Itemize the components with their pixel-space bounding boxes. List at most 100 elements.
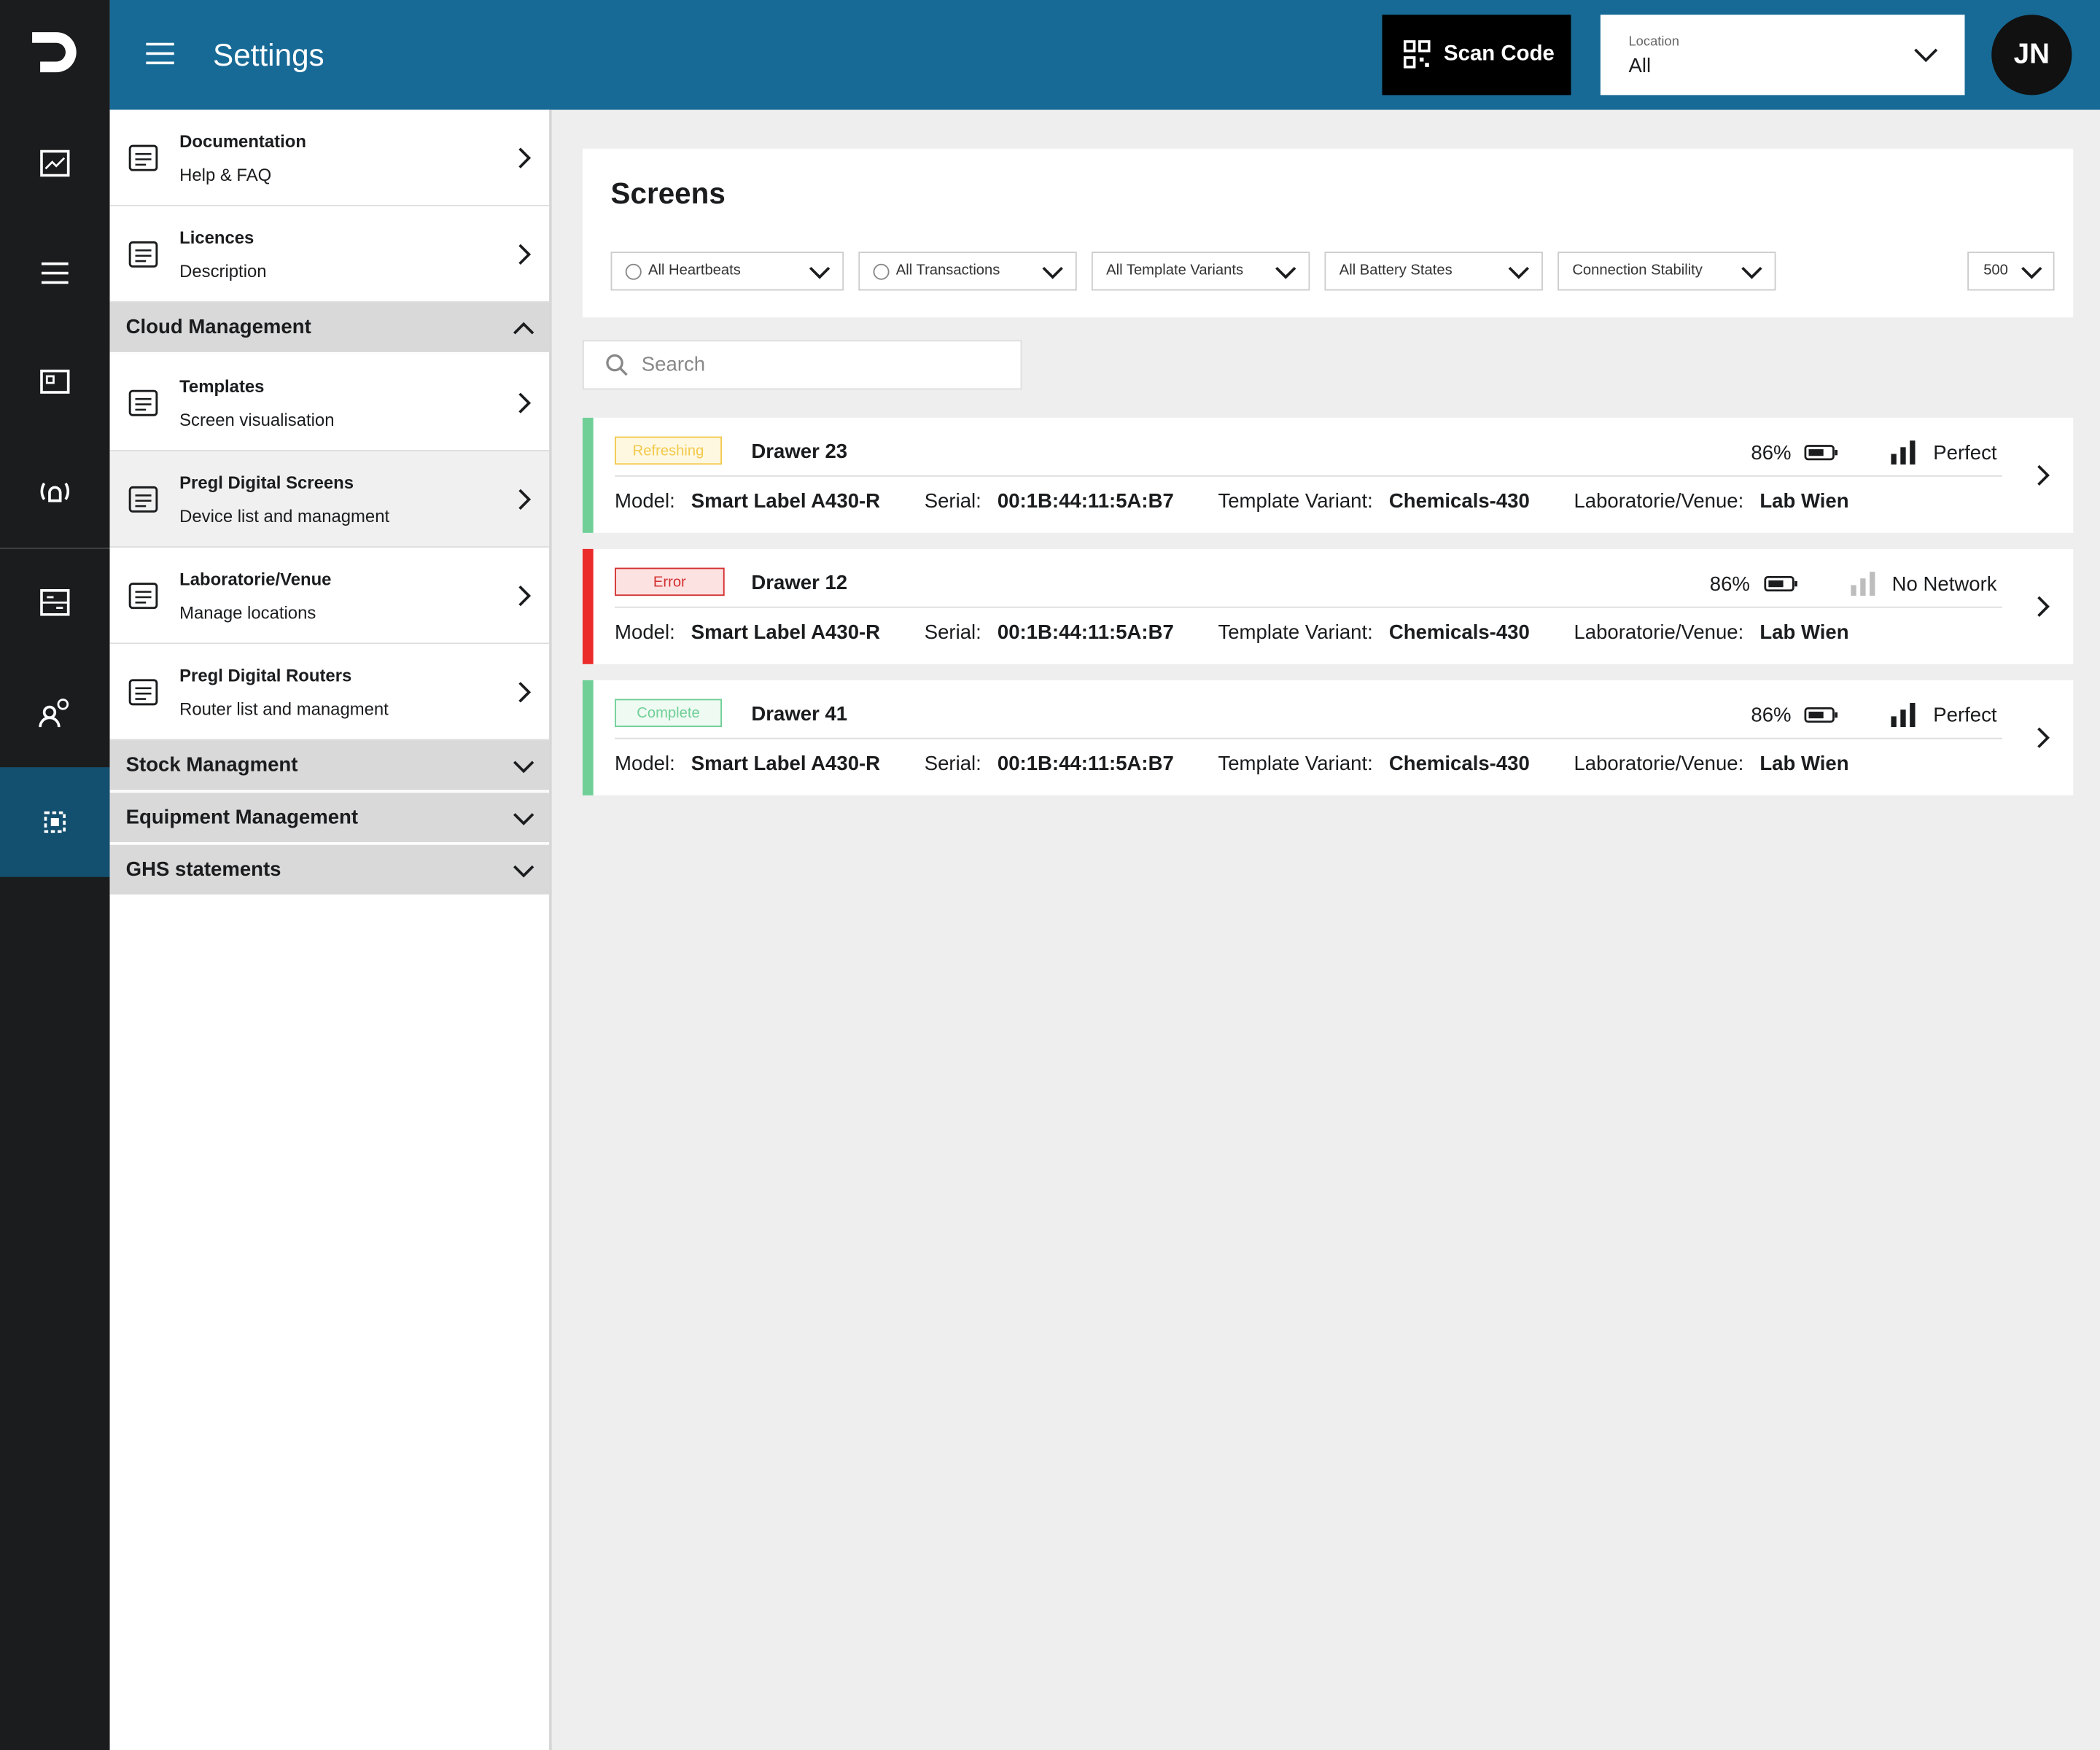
field-label: Template Variant: <box>1218 752 1373 775</box>
search-placeholder: Search <box>641 353 706 376</box>
search-box[interactable]: Search <box>582 340 1022 390</box>
network-status: No Network <box>1891 572 1997 596</box>
status-badge: Complete <box>615 699 722 728</box>
chevron-right <box>518 147 532 168</box>
signal <box>1849 572 1876 596</box>
status-text: Refreshing <box>632 443 704 459</box>
qr-icon <box>1403 40 1431 69</box>
menu-section-title: Equipment Management <box>125 806 359 829</box>
menu-item[interactable]: Licences Description <box>109 206 550 303</box>
device-details: Model: Smart Label A430-R Serial: 00:1B:44:… <box>615 748 1849 777</box>
menu-section[interactable]: GHS statements <box>109 844 550 896</box>
chevron-right <box>518 682 532 703</box>
menu-section-title: GHS statements <box>125 858 281 882</box>
chevron-right <box>2037 727 2050 748</box>
battery-percent: 86% <box>1751 703 1792 727</box>
filter-label: All Heartbeats <box>648 262 741 279</box>
battery <box>1805 706 1840 725</box>
page-size: 500 <box>1983 262 2008 279</box>
battery <box>1763 575 1798 594</box>
menu-item-title: Laboratorie/Venue <box>179 569 332 589</box>
menu-item-subtitle: Screen visualisation <box>179 409 335 430</box>
page-size-select[interactable]: 500 <box>1967 252 2055 291</box>
network-status: Perfect <box>1933 441 1997 464</box>
filter-dropdown[interactable]: All Battery States <box>1324 252 1543 291</box>
screens-card: Screens All Heartbeats All Transactions Al… <box>582 148 2074 318</box>
device-row[interactable]: Refreshing Drawer 23 86% Perfect Model: Smart… <box>582 417 2074 533</box>
signal-icon <box>1891 703 1916 728</box>
menu-icon <box>128 486 158 513</box>
radio <box>625 263 642 280</box>
menu-section[interactable]: Equipment Management <box>109 793 550 844</box>
header: Settings Scan Code Location All JN <box>109 0 2100 110</box>
nav-icon[interactable] <box>40 149 70 177</box>
chevron-up <box>513 322 534 335</box>
menu-icon <box>128 241 158 268</box>
nav-icon[interactable] <box>37 477 72 506</box>
field-label: Model: <box>615 489 675 513</box>
page-title: Screens <box>610 176 726 211</box>
field-value: Chemicals-430 <box>1388 489 1530 513</box>
chevron-down <box>1508 266 1530 279</box>
menu-item-title: Licences <box>179 228 254 248</box>
menu-item[interactable]: Documentation Help & FAQ <box>109 109 550 206</box>
chevron-down <box>1275 266 1296 279</box>
radio <box>873 263 890 280</box>
menu-item[interactable]: Pregl Digital Routers Router list and man… <box>109 644 550 741</box>
field-label: Laboratorie/Venue: <box>1574 752 1744 775</box>
menu-section-title: Stock Managment <box>125 753 298 777</box>
chevron-right <box>2037 464 2050 486</box>
filter-dropdown[interactable]: All Transactions <box>858 252 1077 291</box>
row-divider <box>615 606 2002 608</box>
signal <box>1890 703 1917 728</box>
device-details: Model: Smart Label A430-R Serial: 00:1B:44:… <box>615 486 1849 516</box>
menu-item-subtitle: Description <box>179 261 267 281</box>
filter-label: Connection Stability <box>1572 262 1703 279</box>
nav-icon[interactable] <box>40 588 70 616</box>
status-badge: Error <box>615 567 725 596</box>
device-name: Drawer 12 <box>751 572 848 595</box>
nav-active[interactable] <box>0 767 110 877</box>
device-name: Drawer 23 <box>751 440 848 464</box>
menu-item-subtitle: Router list and managment <box>179 699 389 720</box>
hamburger[interactable] <box>146 42 175 66</box>
nav-rail <box>0 0 110 1750</box>
filter-dropdown[interactable]: Connection Stability <box>1558 252 1776 291</box>
device-row[interactable]: Error Drawer 12 86% No Network Model: Smart L… <box>582 548 2074 664</box>
menu-item[interactable]: Templates Screen visualisation <box>109 354 550 451</box>
field-label: Serial: <box>924 489 981 513</box>
scan-button[interactable]: Scan Code <box>1382 15 1571 96</box>
battery-icon <box>1763 576 1797 592</box>
location-select[interactable]: Location All <box>1600 15 1965 96</box>
chevron-down <box>2021 266 2042 279</box>
menu-section-title: Cloud Management <box>125 316 311 339</box>
menu-section[interactable]: Stock Managment <box>109 740 550 792</box>
avatar[interactable]: JN <box>1991 15 2072 96</box>
filter-dropdown[interactable]: All Template Variants <box>1091 252 1310 291</box>
chevron-down <box>513 761 534 774</box>
field-value: 00:1B:44:11:5A:B7 <box>997 752 1174 775</box>
search-icon <box>606 354 628 376</box>
chevron-down <box>513 865 534 878</box>
menu-section[interactable]: Cloud Management <box>109 302 550 354</box>
menu-icon <box>128 144 158 171</box>
menu-item[interactable]: Pregl Digital Screens Device list and man… <box>109 451 550 548</box>
menu-item-title: Pregl Digital Routers <box>179 665 352 686</box>
field-value: Lab Wien <box>1759 621 1849 644</box>
location-value: All <box>1628 55 1652 78</box>
status-text: Complete <box>637 705 700 722</box>
device-status-right: 86% Perfect <box>1751 700 1997 729</box>
filter-dropdown[interactable]: All Heartbeats <box>610 252 844 291</box>
menu-item[interactable]: Laboratorie/Venue Manage locations <box>109 548 550 645</box>
device-row[interactable]: Complete Drawer 41 86% Perfect Model: Smart L… <box>582 680 2074 796</box>
battery <box>1805 443 1840 462</box>
nav-icon[interactable] <box>40 260 69 287</box>
nav-icon[interactable] <box>37 696 72 728</box>
network-status: Perfect <box>1933 703 1997 727</box>
field-label: Model: <box>615 621 675 644</box>
status-badge: Refreshing <box>615 436 722 465</box>
chevron-down <box>513 813 534 825</box>
nav-icon[interactable] <box>40 369 70 397</box>
